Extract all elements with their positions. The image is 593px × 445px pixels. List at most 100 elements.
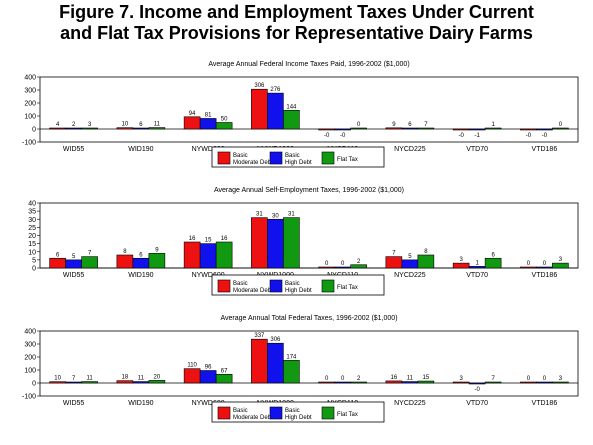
bar-wid190-series-1: [116, 127, 134, 130]
bar-nywd1000-series-2: [267, 342, 284, 384]
bar-nycd225-series-1: [385, 127, 403, 130]
data-label: 337: [254, 333, 265, 339]
data-label: 3: [559, 376, 563, 382]
legend-box: [211, 146, 385, 168]
data-label: 6: [491, 252, 495, 258]
bar-wid55-series-3: [81, 256, 98, 269]
data-label: 7: [392, 251, 396, 257]
data-label: 306: [254, 83, 265, 89]
figure-title: Figure 7. Income and Employment Taxes Un…: [0, 2, 593, 44]
data-label: 10: [122, 122, 129, 128]
bar-wid190-series-2: [132, 381, 150, 384]
data-label: 6: [56, 252, 60, 258]
bar-nycd110-series-3: [350, 381, 367, 384]
data-label: 6: [139, 122, 143, 128]
data-label: 20: [154, 374, 161, 380]
bar-wid55-series-1: [49, 381, 66, 384]
data-label: -0: [542, 133, 548, 139]
y-tick-label: 10: [28, 249, 36, 256]
data-label: 10: [54, 376, 61, 382]
data-label: 4: [56, 122, 60, 128]
legend-swatch: [269, 406, 283, 420]
bar-nywd600-series-2: [199, 118, 217, 130]
data-label: 96: [205, 365, 212, 371]
data-label: 0: [325, 261, 329, 267]
bar-wid190-series-3: [148, 253, 166, 269]
y-tick-label: 300: [24, 342, 36, 349]
x-tick-label: WID55: [63, 146, 85, 153]
bar-nywd600-series-2: [199, 370, 217, 384]
data-label: 11: [154, 122, 161, 128]
bar-nycd225-series-3: [417, 254, 435, 269]
legend-box: [211, 401, 385, 423]
legend-label-line1: Basic: [285, 153, 300, 159]
legend-label-line1: Basic: [233, 153, 248, 159]
x-tick-label: VTD186: [532, 272, 558, 279]
data-label: -0: [340, 133, 346, 139]
bar-nycd225-series-2: [401, 127, 419, 130]
bar-nycd110-series-2: [334, 266, 351, 269]
bar-nywd600-series-2: [199, 243, 217, 269]
x-tick-label: VTD70: [466, 272, 488, 279]
data-label: 8: [424, 249, 428, 255]
bar-wid190-series-3: [148, 380, 166, 384]
bar-vtd186-series-2: [536, 266, 553, 269]
bar-nycd110-series-1: [318, 128, 335, 131]
legend-swatch: [269, 279, 283, 293]
x-tick-label: NYCD225: [394, 146, 426, 153]
bar-vtd186-series-1: [520, 266, 537, 269]
legend-label-line2: High Debt: [285, 288, 312, 294]
data-label: 1: [475, 260, 479, 266]
bar-vtd70-series-3: [484, 381, 502, 384]
data-label: 30: [272, 213, 279, 219]
y-tick-label: 200: [24, 101, 36, 108]
bar-wid190-series-2: [132, 127, 150, 130]
data-label: 0: [527, 376, 531, 382]
y-tick-label: 100: [24, 114, 36, 121]
legend-label-line1: Basic: [233, 408, 248, 414]
chart-3: Average Annual Total Federal Taxes, 1996…: [22, 315, 579, 423]
data-label: 3: [559, 257, 563, 263]
bar-nycd225-series-2: [401, 259, 419, 269]
bar-vtd186-series-2: [536, 381, 553, 384]
legend-label-line1: Flat Tax: [337, 285, 358, 291]
figure-title-line1: Figure 7. Income and Employment Taxes Un…: [59, 2, 534, 22]
legend-label-line1: Flat Tax: [337, 157, 358, 163]
y-tick-label: 400: [24, 329, 36, 336]
data-label: 31: [288, 212, 295, 218]
y-tick-label: -100: [22, 140, 36, 147]
bar-nywd1000-series-3: [283, 217, 300, 269]
x-tick-label: WID190: [128, 272, 153, 279]
x-tick-label: NYWD600: [192, 272, 225, 279]
data-label: 16: [189, 236, 196, 242]
data-label: 0: [357, 122, 361, 128]
data-label: 276: [270, 87, 281, 93]
data-label: 11: [87, 376, 94, 382]
bar-nywd600-series-3: [215, 241, 233, 269]
data-label: 6: [408, 122, 412, 128]
legend-swatch: [217, 151, 231, 165]
y-tick-label: 0: [32, 127, 36, 134]
legend-swatch: [269, 151, 283, 165]
data-label: -0: [474, 387, 480, 393]
data-label: 1: [491, 122, 495, 128]
x-tick-label: NYCD225: [394, 272, 426, 279]
x-tick-label: VTD186: [532, 146, 558, 153]
bar-nywd600-series-1: [183, 368, 201, 384]
bar-vtd186-series-1: [520, 381, 537, 384]
legend-label-line2: High Debt: [285, 160, 312, 166]
chart-title: Average Annual Total Federal Taxes, 1996…: [220, 315, 397, 322]
bar-wid55-series-2: [65, 259, 82, 269]
chart-title: Average Annual Federal Income Taxes Paid…: [208, 61, 409, 68]
bar-vtd70-series-2: [468, 266, 486, 269]
bar-wid55-series-3: [81, 127, 98, 130]
plot-frame: [39, 330, 579, 397]
data-label: 0: [543, 376, 547, 382]
legend-swatch: [217, 279, 231, 293]
data-label: 16: [221, 236, 228, 242]
y-tick-label: -100: [22, 394, 36, 401]
legend-label-line1: Basic: [285, 281, 300, 287]
data-label: 94: [189, 111, 196, 117]
y-tick-label: 40: [28, 201, 36, 208]
y-tick-label: 400: [24, 75, 36, 82]
